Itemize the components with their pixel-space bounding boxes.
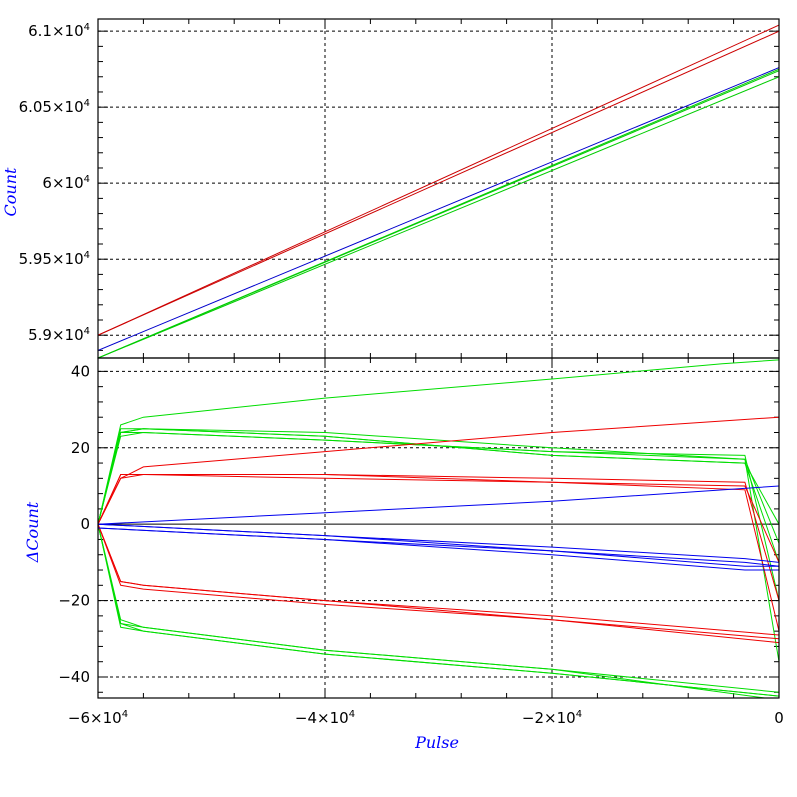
top-y-tick-label: 6×104 [42,174,90,192]
top-y-tick-label: 5.9×104 [28,326,90,344]
top-y-tick-label: 6.1×104 [28,22,90,40]
bottom-series-line-12 [98,474,779,601]
bottom-series-line-2 [98,431,779,544]
bottom-series-line-11 [98,474,779,563]
bottom-series-group [98,359,779,698]
bottom-series-line-3 [98,428,779,563]
bottom-series-line-20 [98,527,779,567]
bottom-series-line-10 [98,416,779,525]
top-series-line-4 [98,76,779,358]
top-series-line-5 [98,70,779,358]
bottom-y-tick-label: 0 [80,515,90,533]
bottom-series-line-13 [98,474,779,632]
x-tick-label: −6×104 [68,709,128,727]
x-tick-label: 0 [774,709,784,727]
x-tick-label: −2×104 [522,709,582,727]
bottom-series-line-9 [98,524,779,697]
bottom-y-axis-title: ΔCount [23,501,42,563]
top-panel: 5.9×104 5.95×104 6×104 6.05×104 6.1×104 [19,18,780,359]
top-series-line-2 [98,67,779,351]
bottom-series-line-19 [98,527,779,571]
top-series-line-1 [98,30,779,336]
bottom-y-tick-label: −40 [58,668,90,686]
bottom-y-tick-label: 20 [71,439,90,457]
bottom-series-line-4 [98,432,779,601]
bottom-panel: −40 −20 0 20 40 −6×104 −4×104 −2×104 0 [58,357,784,727]
x-axis-title: Pulse [414,733,459,752]
bottom-series-line-5 [98,428,779,662]
bottom-series-line-16 [98,524,779,644]
bottom-series-line-17 [98,485,779,525]
x-tick-label: −4×104 [295,709,355,727]
bottom-series-line-0 [98,359,779,525]
bottom-frame [97,357,780,699]
top-frame [97,18,780,359]
top-y-tick-label: 5.95×104 [19,250,90,268]
bottom-y-tick-label: 40 [71,362,90,380]
bottom-series-line-15 [98,524,779,636]
top-y-axis-title: Count [1,167,20,216]
bottom-series-line-21 [98,523,779,563]
bottom-series-line-8 [98,524,769,698]
bottom-y-tick-label: −20 [58,592,90,610]
top-y-tick-label: 6.05×104 [19,98,90,116]
top-series-line-0 [98,24,779,336]
top-series-group [98,24,779,358]
